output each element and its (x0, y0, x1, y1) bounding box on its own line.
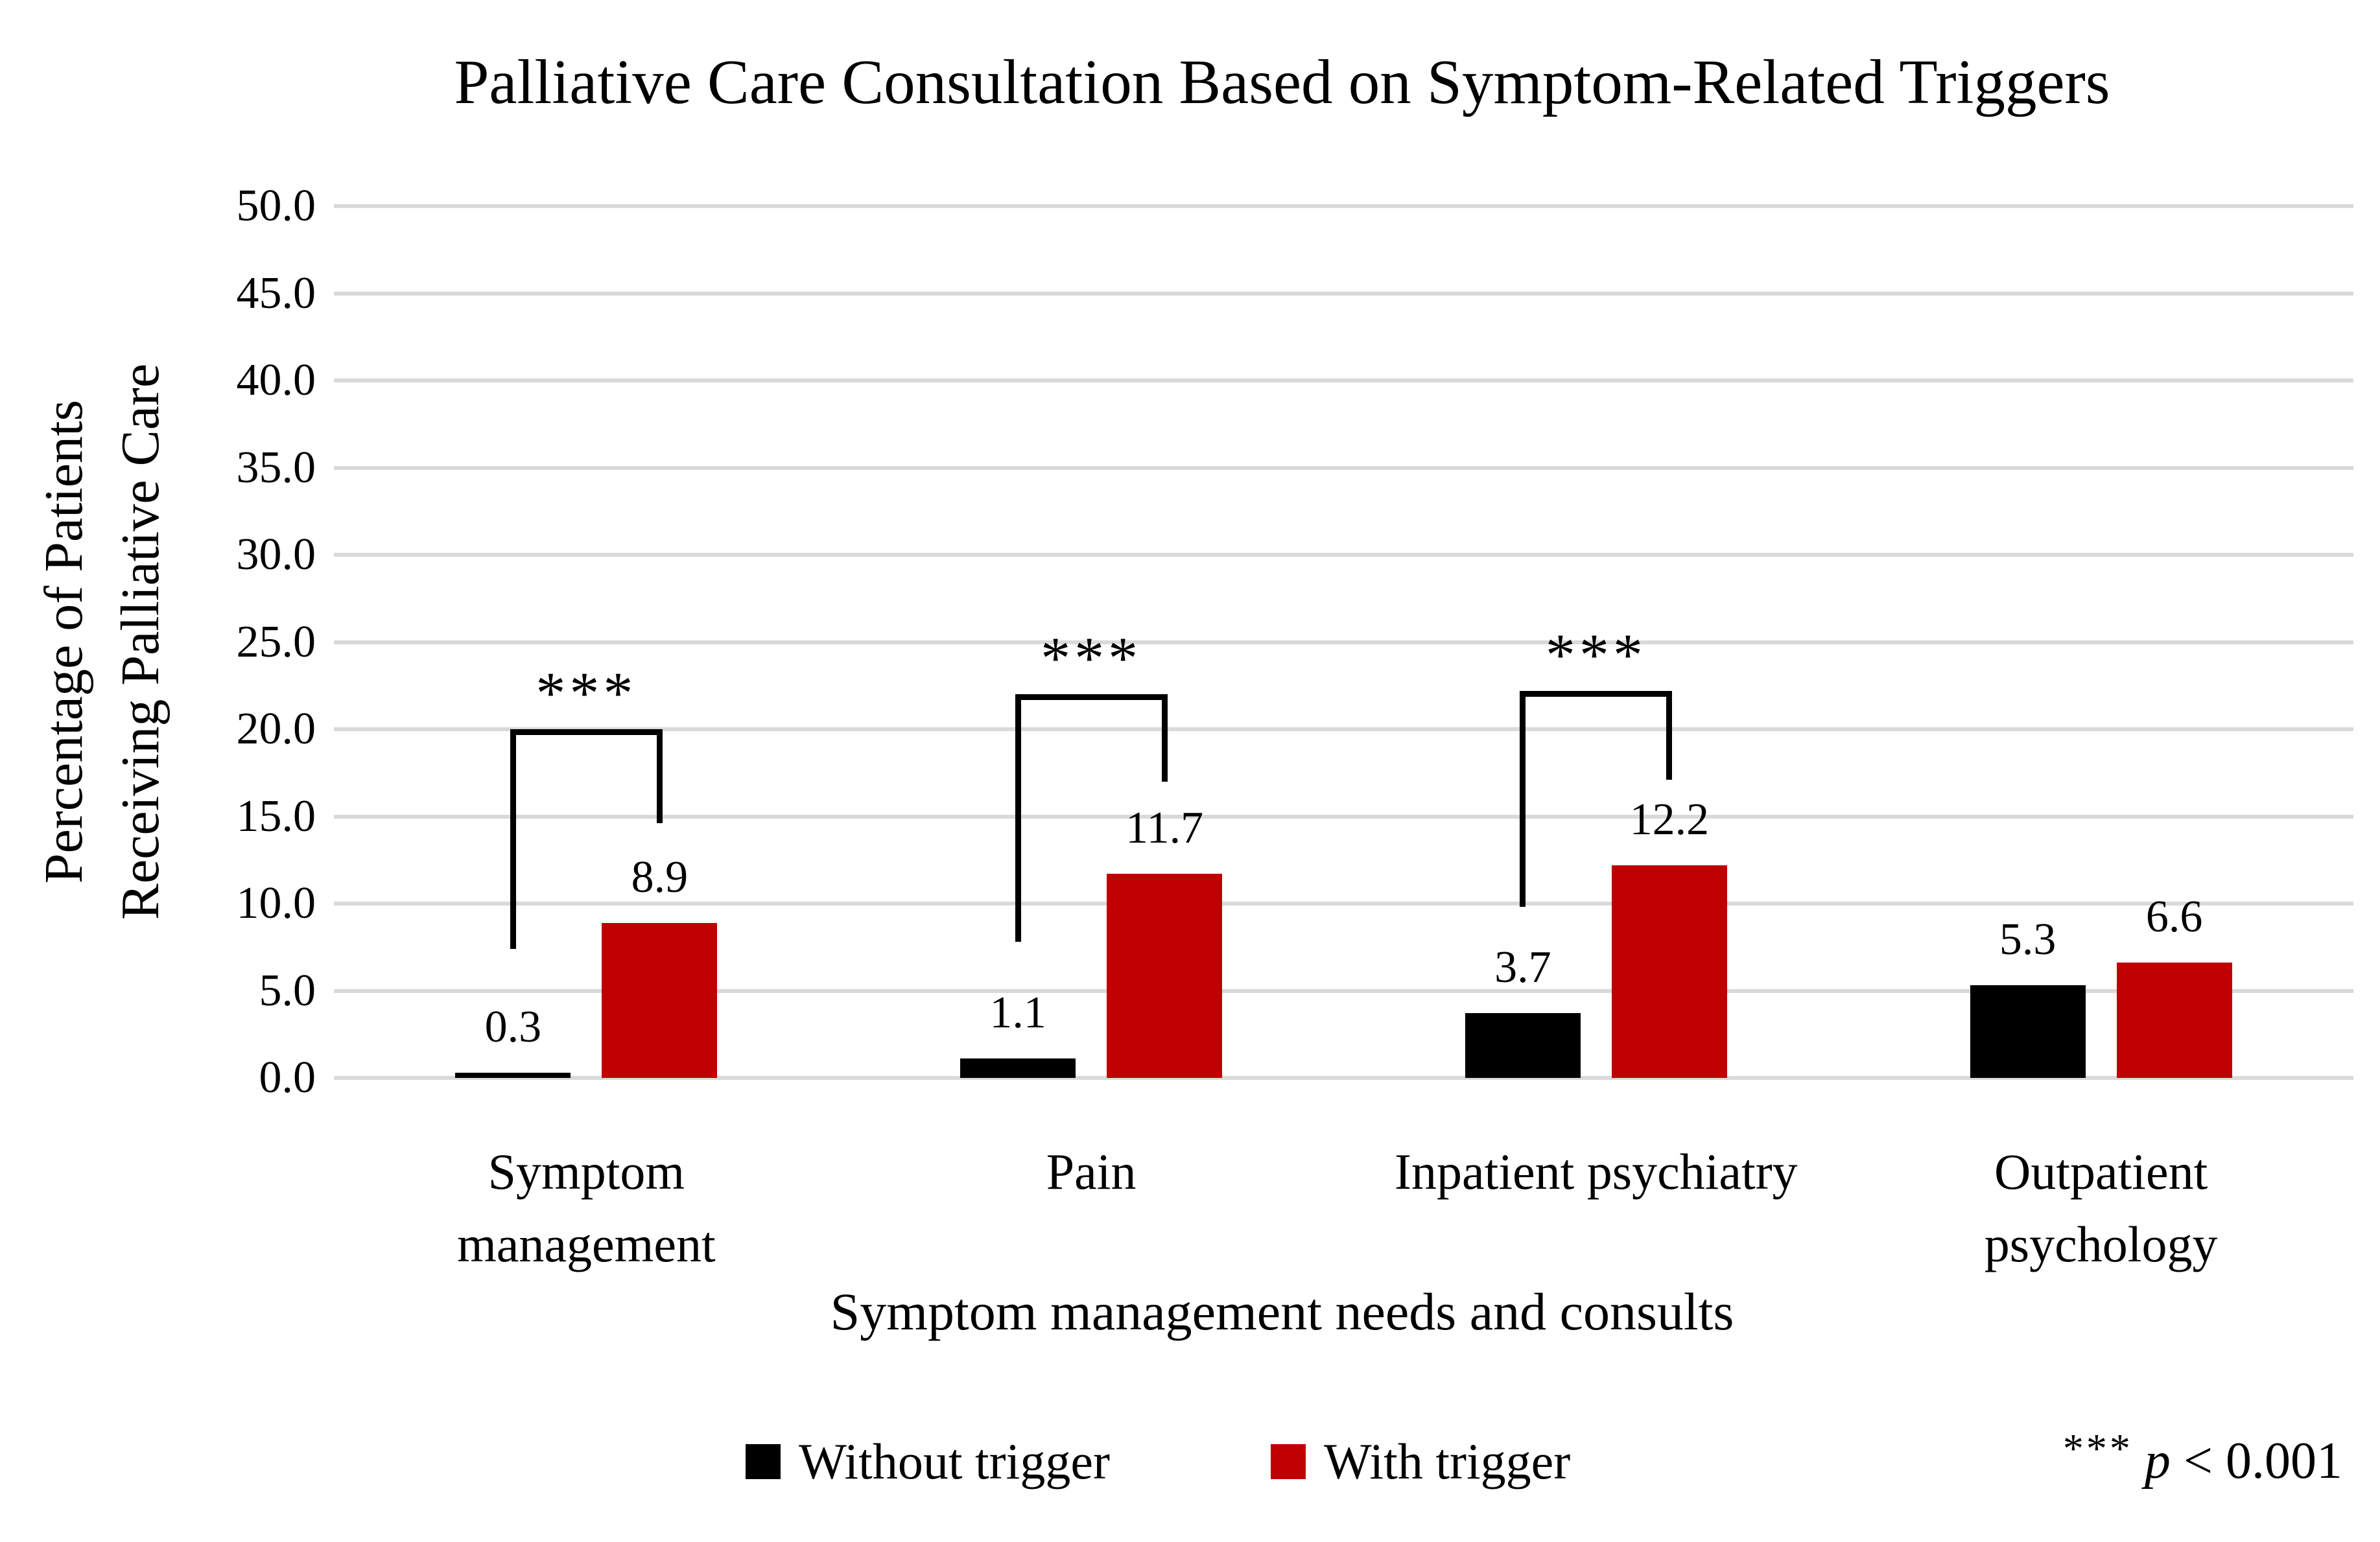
gridline-5.0 (334, 988, 2353, 993)
legend-entry-with-trigger: With trigger (1271, 1434, 1570, 1489)
bar-with-trigger-1 (602, 922, 718, 1078)
y-tick-label-15.0: 15.0 (236, 791, 316, 841)
bar-without-trigger-2 (960, 1058, 1076, 1078)
significance-note: *** p < 0.001 (2063, 1425, 2342, 1494)
significance-bracket-left-3 (1520, 690, 1526, 907)
category-label-line: Inpatient psychiatry (1395, 1143, 1798, 1200)
significance-note-p: p (2144, 1432, 2171, 1489)
legend-label-with-trigger: With trigger (1324, 1433, 1571, 1489)
bar-without-trigger-1 (455, 1072, 571, 1078)
bar-value-label-without-trigger-3: 3.7 (1494, 942, 1551, 993)
legend-marker-without-trigger (746, 1444, 781, 1479)
significance-stars-3: *** (1545, 621, 1647, 688)
category-label-4: Outpatient psychology (1848, 1136, 2353, 1281)
gridline-15.0 (334, 814, 2353, 819)
significance-note-threshold: < 0.001 (2183, 1432, 2342, 1489)
gridline-30.0 (334, 553, 2353, 557)
significance-stars-1: *** (536, 660, 637, 726)
chart-title: Palliative Care Consultation Based on Sy… (454, 47, 2110, 117)
bar-value-label-with-trigger-2: 11.7 (1125, 803, 1204, 854)
significance-bracket-top-1 (510, 729, 663, 735)
bar-value-label-without-trigger-2: 1.1 (989, 988, 1046, 1038)
y-tick-label-40.0: 40.0 (236, 355, 316, 405)
gridline-0.0 (334, 1076, 2353, 1080)
bar-value-label-without-trigger-4: 5.3 (1999, 915, 2056, 965)
category-label-line: Symptom (488, 1143, 685, 1200)
bar-with-trigger-4 (2116, 963, 2232, 1078)
significance-bracket-left-2 (1015, 694, 1021, 942)
category-label-line: Outpatient (1994, 1143, 2208, 1200)
y-tick-label-50.0: 50.0 (236, 181, 316, 231)
bar-without-trigger-4 (1970, 985, 2086, 1078)
y-tick-label-0.0: 0.0 (259, 1053, 316, 1103)
gridline-10.0 (334, 902, 2353, 905)
significance-bracket-top-2 (1015, 694, 1168, 701)
gridline-25.0 (334, 640, 2353, 644)
category-label-line: Pain (1046, 1143, 1137, 1200)
plot-area: 0.3 8.9 *** 1.1 11.7 *** 3.7 12.2 *** 5.3 6.6 (334, 204, 2353, 1080)
bar-with-trigger-3 (1611, 865, 1727, 1078)
category-label-1: Symptom management (334, 1136, 839, 1281)
bar-value-label-without-trigger-1: 0.3 (484, 1001, 542, 1052)
gridline-20.0 (334, 727, 2353, 731)
legend-marker-with-trigger (1271, 1444, 1306, 1479)
bar-value-label-with-trigger-3: 12.2 (1629, 794, 1710, 845)
significance-bracket-right-1 (656, 729, 663, 824)
significance-bracket-right-3 (1666, 690, 1673, 780)
category-label-2: Pain (839, 1136, 1344, 1208)
bar-with-trigger-2 (1107, 874, 1223, 1078)
bar-without-trigger-3 (1465, 1013, 1581, 1078)
gridline-50.0 (334, 204, 2353, 208)
significance-bracket-right-2 (1161, 694, 1168, 782)
significance-note-comparison (2171, 1432, 2184, 1489)
bar-value-label-with-trigger-4: 6.6 (2145, 892, 2203, 942)
legend-entry-without-trigger: Without trigger (746, 1434, 1110, 1489)
significance-stars-2: *** (1041, 625, 1142, 692)
significance-bracket-top-3 (1520, 690, 1673, 697)
category-label-3: Inpatient psychiatry (1344, 1136, 1849, 1208)
y-tick-label-5.0: 5.0 (259, 965, 316, 1016)
legend-label-without-trigger: Without trigger (799, 1433, 1110, 1489)
y-tick-label-10.0: 10.0 (236, 878, 316, 928)
gridline-35.0 (334, 465, 2353, 470)
y-tick-label-45.0: 45.0 (236, 268, 316, 318)
y-tick-label-35.0: 35.0 (236, 442, 316, 493)
y-tick-label-20.0: 20.0 (236, 704, 316, 754)
category-label-line: management (457, 1216, 716, 1272)
significance-bracket-left-1 (510, 729, 516, 949)
y-tick-label-30.0: 30.0 (236, 530, 316, 579)
x-axis-title: Symptom management needs and consults (830, 1282, 1734, 1341)
significance-note-stars: *** (2062, 1425, 2133, 1471)
gridline-45.0 (334, 291, 2353, 296)
gridline-40.0 (334, 379, 2353, 382)
category-label-line: psychology (1984, 1216, 2218, 1272)
y-tick-label-25.0: 25.0 (236, 616, 316, 667)
bar-value-label-with-trigger-1: 8.9 (631, 852, 689, 902)
